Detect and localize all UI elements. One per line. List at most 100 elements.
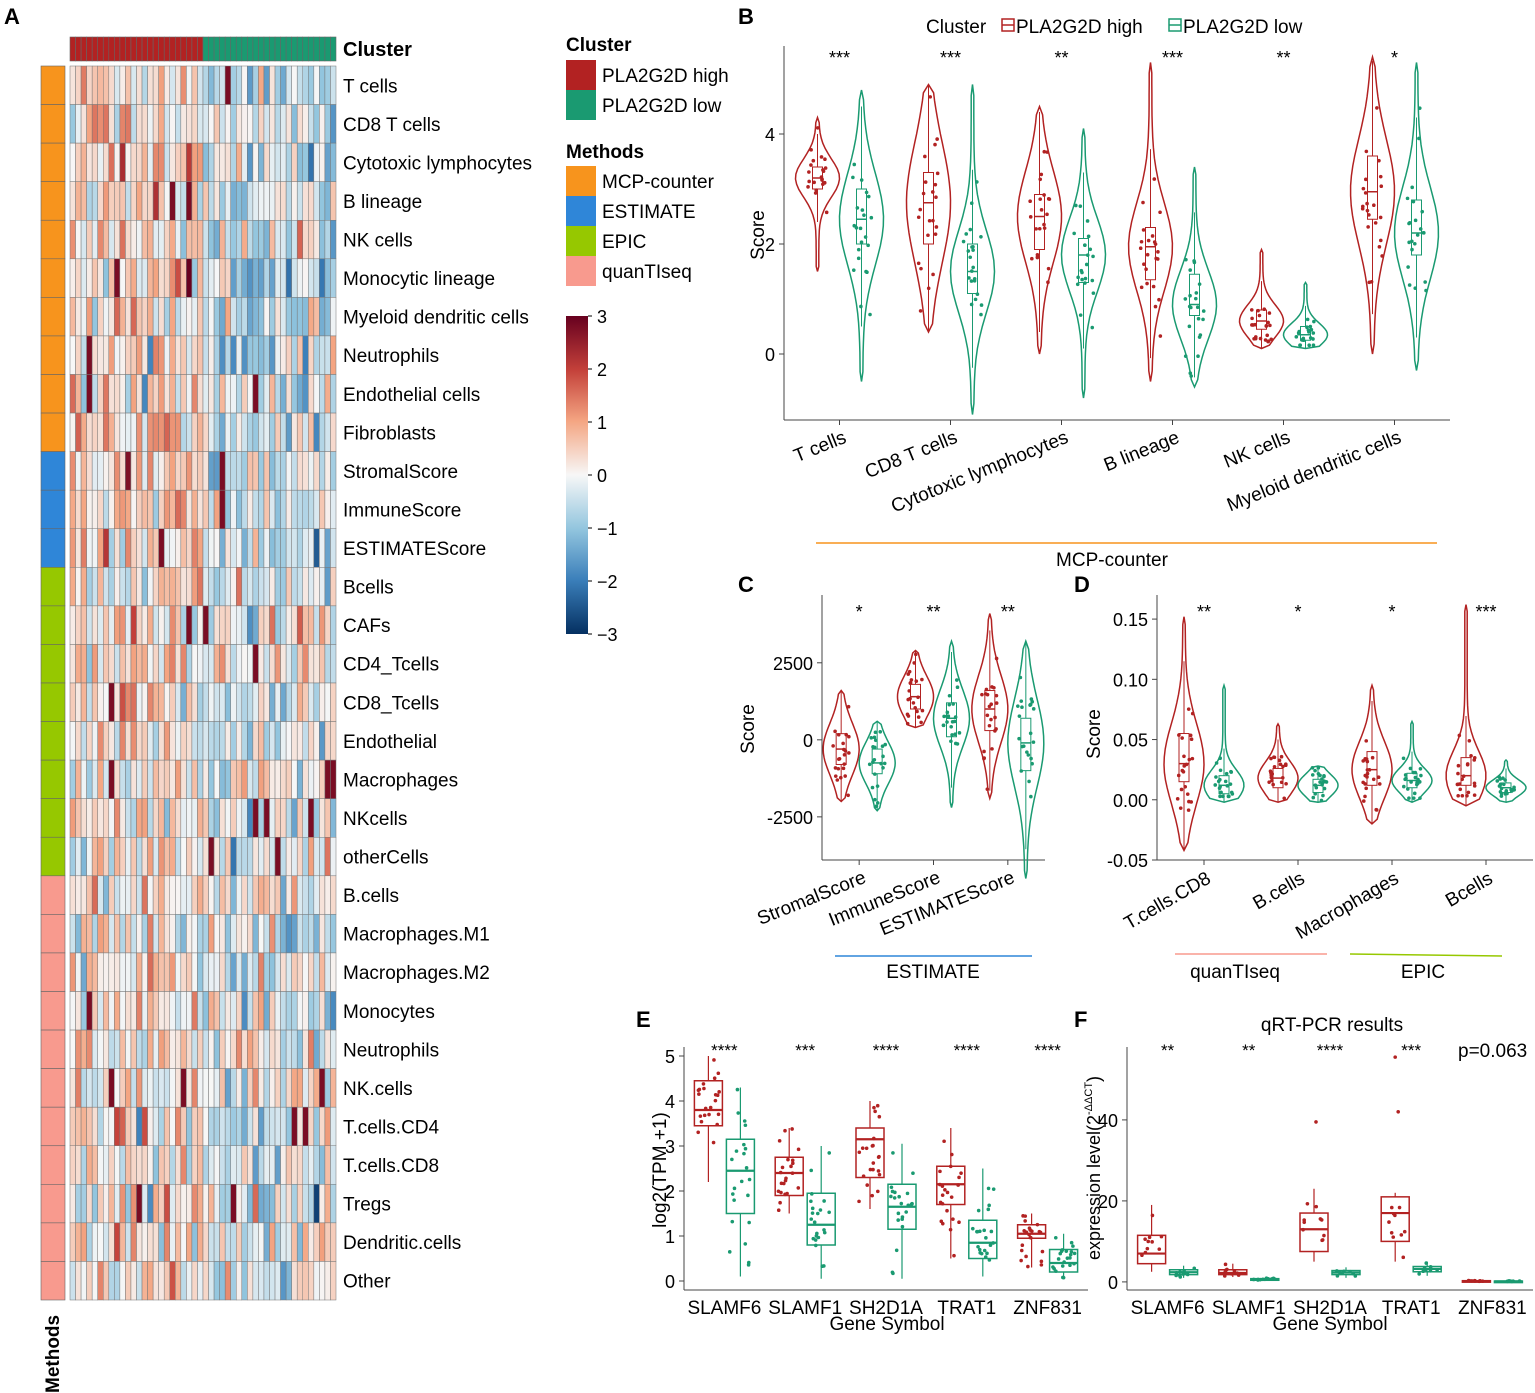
- heatmap-cell: [91, 759, 98, 799]
- violin-shape: [1282, 281, 1329, 350]
- f-xlabel: Gene Symbol: [1272, 1314, 1387, 1335]
- heatmap-cell: [285, 1145, 292, 1185]
- heatmap-cell: [86, 1261, 93, 1301]
- data-point: [811, 158, 816, 163]
- heatmap-cell: [130, 528, 137, 568]
- cluster-cell: [102, 36, 110, 62]
- data-point: [811, 1236, 816, 1241]
- heatmap-cell: [191, 644, 198, 684]
- heatmap-cell: [291, 682, 298, 722]
- significance-label: **: [1001, 602, 1015, 622]
- data-point: [870, 785, 875, 790]
- heatmap-cell: [313, 1261, 320, 1301]
- heatmap-cell: [330, 1068, 337, 1108]
- heatmap-cell: [97, 297, 104, 337]
- heatmap-cell: [97, 528, 104, 568]
- heatmap-cell: [263, 567, 270, 607]
- heatmap-cell: [269, 1184, 276, 1224]
- heatmap-cell: [274, 451, 281, 491]
- heatmap-cell: [302, 142, 309, 182]
- heatmap-cell: [130, 721, 137, 761]
- heatmap-cell: [103, 837, 110, 877]
- heatmap-cell: [158, 759, 165, 799]
- data-point: [904, 1210, 908, 1214]
- heatmap-cell: [97, 567, 104, 607]
- heatmap-cell: [274, 297, 281, 337]
- heatmap-cell: [285, 567, 292, 607]
- heatmap-cell: [247, 104, 254, 144]
- heatmap-cell: [136, 952, 143, 992]
- data-point: [947, 693, 952, 698]
- heatmap-cell: [330, 721, 337, 761]
- heatmap-cell: [91, 605, 98, 645]
- heatmap-cell: [258, 1106, 265, 1146]
- data-point: [873, 1109, 877, 1114]
- heatmap-cell: [319, 489, 326, 529]
- f-ylabel-end: ): [1084, 1076, 1104, 1082]
- heatmap-cell: [208, 220, 215, 260]
- data-point: [730, 1219, 735, 1224]
- significance-label: **: [1197, 602, 1211, 622]
- data-point: [1190, 756, 1195, 761]
- heatmap-cell: [208, 489, 215, 529]
- heatmap-cell: [258, 335, 265, 375]
- heatmap-cell: [241, 412, 248, 452]
- cluster-cell: [69, 36, 76, 62]
- heatmap-cell: [319, 297, 326, 337]
- data-point: [1068, 1263, 1072, 1268]
- heatmap-cell: [280, 258, 287, 298]
- data-point: [1090, 325, 1095, 330]
- heatmap-cell: [186, 1068, 193, 1108]
- heatmap-cell: [280, 297, 287, 337]
- heatmap-cell: [224, 181, 231, 221]
- heatmap-cell: [175, 1222, 182, 1262]
- heatmap-cell: [202, 567, 209, 607]
- heatmap-cell: [191, 104, 198, 144]
- heatmap-cell: [175, 875, 182, 915]
- heatmap-cell: [108, 181, 115, 221]
- heatmap-cell: [152, 104, 159, 144]
- heatmap-cell: [125, 721, 132, 761]
- data-point: [984, 1236, 988, 1240]
- heatmap-cell: [75, 952, 82, 992]
- data-point: [1366, 225, 1370, 229]
- heatmap-cell: [169, 104, 176, 144]
- heatmap-cell: [163, 991, 170, 1031]
- data-point: [1428, 1266, 1433, 1271]
- data-point: [1060, 1264, 1065, 1268]
- heatmap-cell: [175, 104, 182, 144]
- data-point: [1083, 281, 1087, 285]
- data-point: [1174, 1273, 1178, 1278]
- data-point: [867, 762, 872, 767]
- violin-shape: [1391, 719, 1433, 804]
- heatmap-cell: [86, 489, 93, 529]
- heatmap-cell: [274, 914, 281, 954]
- heatmap-cell: [186, 952, 193, 992]
- heatmap-cell: [125, 875, 132, 915]
- data-point: [841, 741, 845, 746]
- heatmap-cell: [274, 528, 281, 568]
- heatmap-cell: [258, 567, 265, 607]
- data-point: [809, 1192, 814, 1196]
- data-point: [836, 757, 841, 761]
- heatmap-cell: [114, 104, 121, 144]
- heatmap-cell: [169, 837, 176, 877]
- methods-cell: [40, 836, 66, 877]
- heatmap-cell: [274, 104, 281, 144]
- heatmap-cell: [241, 258, 248, 298]
- methods-cell: [40, 258, 66, 298]
- heatmap-cell: [141, 798, 148, 838]
- heatmap-cell: [296, 759, 304, 799]
- heatmap-cell: [86, 605, 93, 645]
- data-point: [918, 207, 923, 212]
- heatmap-cell: [219, 489, 226, 529]
- data-point: [851, 268, 856, 272]
- heatmap-cell: [241, 220, 248, 260]
- data-point: [1412, 241, 1417, 246]
- data-point: [1176, 773, 1181, 778]
- heatmap-cell: [80, 142, 87, 182]
- cluster-cell: [125, 36, 132, 62]
- heatmap-cell: [313, 759, 320, 799]
- heatmap-cell: [114, 1029, 121, 1069]
- data-point: [1422, 1266, 1427, 1270]
